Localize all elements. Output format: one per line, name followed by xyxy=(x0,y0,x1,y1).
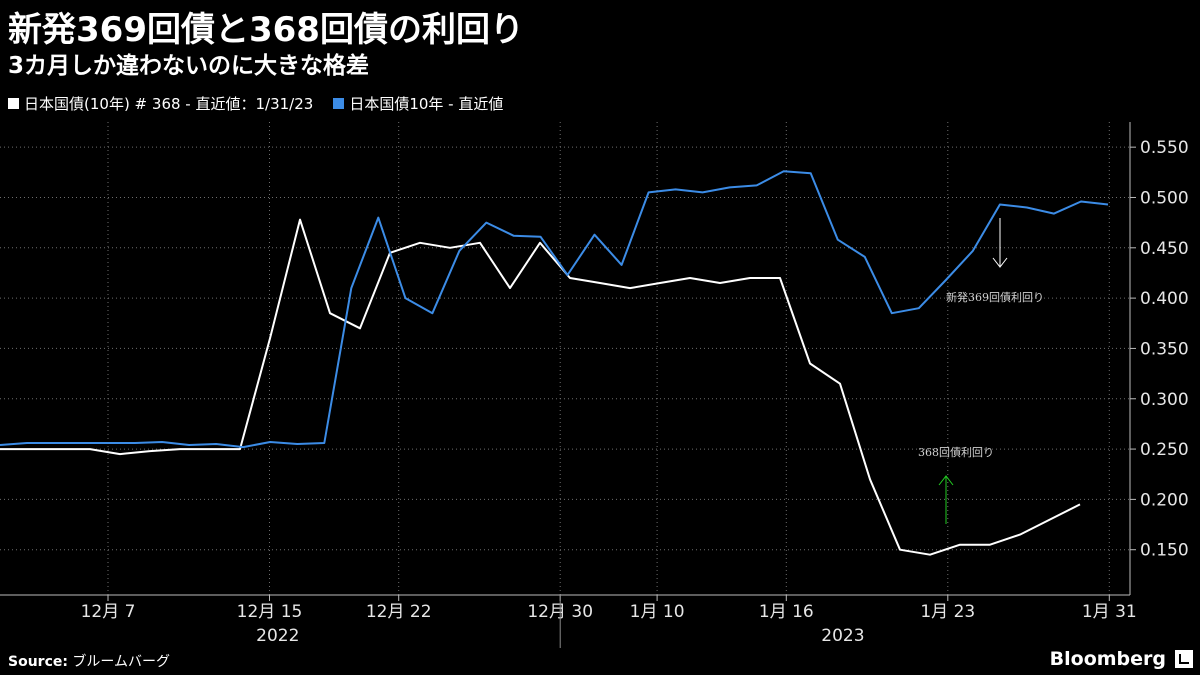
legend-label-368: 日本国債(10年) # 368 - 直近値：1/31/23 xyxy=(24,95,314,113)
bloomberg-terminal-icon xyxy=(1175,650,1193,668)
bloomberg-logo: Bloomberg xyxy=(1049,648,1166,670)
x-tick-label: 1月 10 xyxy=(630,602,685,622)
grid xyxy=(0,122,1130,595)
legend-label-10y: 日本国債10年 - 直近値 xyxy=(349,95,504,113)
y-tick-label: 0.500 xyxy=(1140,188,1189,208)
source-label: Source: xyxy=(8,654,68,670)
y-tick-label: 0.300 xyxy=(1140,390,1189,410)
legend-swatch-10y xyxy=(333,98,345,109)
y-tick-label: 0.550 xyxy=(1140,138,1189,158)
annotations: 新発369回債利回り 368回債利回り xyxy=(918,218,1044,524)
y-tick-label: 0.150 xyxy=(1140,541,1189,561)
legend-item-368: 日本国債(10年) # 368 - 直近値：1/31/23 xyxy=(8,93,313,114)
x-tick-label: 1月 31 xyxy=(1082,602,1137,622)
chart-subtitle: 3カ月しか違わないのに大きな格差 xyxy=(8,53,370,79)
source-note: Source: ブルームバーグ xyxy=(8,651,170,671)
x-tick-label: 1月 16 xyxy=(759,602,814,622)
x-tick-label: 1月 23 xyxy=(920,602,975,622)
up-arrow-head-icon xyxy=(938,475,954,486)
year-label: 2023 xyxy=(821,626,864,646)
legend: 日本国債(10年) # 368 - 直近値：1/31/23 日本国債10年 - … xyxy=(8,93,503,114)
legend-item-10y: 日本国債10年 - 直近値 xyxy=(333,93,503,114)
series-line-10y xyxy=(0,170,1109,449)
axes: 0.150 0.200 0.250 0.300 0.350 0.400 0.450 0.500… xyxy=(0,122,1189,648)
chart-title: 新発369回債と368回債の利回り xyxy=(8,10,524,50)
y-tick-label: 0.400 xyxy=(1140,289,1189,309)
legend-swatch-368 xyxy=(8,98,19,109)
series-line-368 xyxy=(0,218,1081,556)
year-label: 2022 xyxy=(256,626,299,646)
annotation-369: 新発369回債利回り xyxy=(946,290,1044,304)
series-lines xyxy=(0,170,1109,556)
y-tick-label: 0.350 xyxy=(1140,339,1189,359)
annotation-368: 368回債利回り xyxy=(918,445,994,459)
x-tick-label: 12月 15 xyxy=(237,602,303,622)
source-value: ブルームバーグ xyxy=(72,654,171,670)
y-tick-label: 0.450 xyxy=(1140,239,1189,259)
y-tick-label: 0.250 xyxy=(1140,440,1189,460)
down-arrow-head-icon xyxy=(992,257,1008,268)
x-tick-label: 12月 7 xyxy=(81,602,136,622)
x-tick-label: 12月 22 xyxy=(366,602,432,622)
y-tick-label: 0.200 xyxy=(1140,490,1189,510)
